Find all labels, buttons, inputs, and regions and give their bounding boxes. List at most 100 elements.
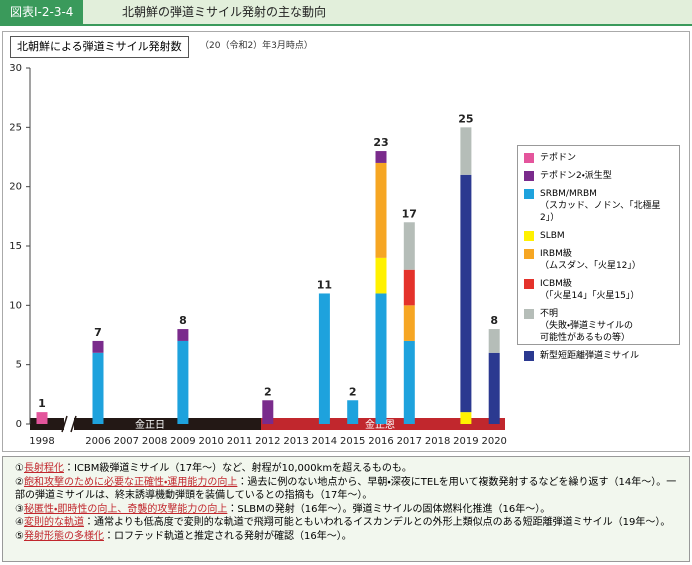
legend-item: 新型短距離弾道ミサイル xyxy=(522,350,675,362)
note: ①長射程化：ICBM級弾道ミサイル（17年～）など、射程が10,000kmを超え… xyxy=(15,462,681,476)
chart-subtitle: （20（令和2）年3月時点） xyxy=(200,41,313,51)
bar-segment xyxy=(488,329,500,353)
bar-segment xyxy=(403,222,415,270)
legend-label: テポドン xyxy=(540,153,577,163)
y-tick-label: 30 xyxy=(9,63,22,74)
chart: 金正日 金正恩 0 5 10 15 20 25 30 1998 1 2006 7 2007 2008 2009… xyxy=(9,63,507,447)
note: ⑤発射形態の多様化：ロフテッド軌道と推定される発射が確認（16年～）。 xyxy=(15,530,681,544)
bar-segment xyxy=(347,400,359,424)
y-tick-label: 20 xyxy=(9,182,22,193)
x-tick-label: 2010 xyxy=(198,436,223,447)
y-tick-label: 25 xyxy=(9,122,22,133)
axis-break xyxy=(64,416,74,432)
legend-label: 不明 （失敗・弾道ミサイルの 可能性があるもの等） xyxy=(540,309,634,343)
legend-item: 不明 （失敗・弾道ミサイルの 可能性があるもの等） xyxy=(522,308,675,344)
legend-swatch xyxy=(524,171,534,181)
legend: テポドンテポドン2・派生型 SRBM/MRBM （スカッド、ノドン、「北極星2」）… xyxy=(517,145,680,361)
legend-item: SLBM xyxy=(522,230,675,242)
x-tick-label: 2019 xyxy=(453,436,478,447)
legend-swatch xyxy=(524,249,534,259)
x-tick-label: 2007 xyxy=(114,436,139,447)
note-marker: ① xyxy=(15,463,24,474)
legend-label: SRBM/MRBM （スカッド、ノドン、「北極星2」） xyxy=(540,189,661,223)
x-tick-label: 2018 xyxy=(425,436,450,447)
total-label: 8 xyxy=(490,314,498,327)
legend-label: テポドン2・派生型 xyxy=(540,171,612,181)
total-label: 23 xyxy=(373,136,388,149)
bar-segment xyxy=(318,293,330,424)
x-tick-label: 2013 xyxy=(283,436,308,447)
legend-swatch xyxy=(524,309,534,319)
bar-segment xyxy=(403,269,415,306)
total-label: 2 xyxy=(349,385,357,398)
legend-label: ICBM級 （「火星14」「火星15」） xyxy=(540,279,640,301)
x-tick-label: 2020 xyxy=(481,436,506,447)
figure-number: 図表Ⅰ-2-3-4 xyxy=(0,0,84,24)
total-label: 25 xyxy=(458,112,473,125)
x-tick-label: 2017 xyxy=(397,436,422,447)
header-title: 北朝鮮の弾道ミサイル発射の主な動向 xyxy=(122,5,327,19)
x-tick-label: 2006 xyxy=(85,436,110,447)
bar-segment xyxy=(177,340,189,424)
bar-segment xyxy=(403,340,415,424)
era-band xyxy=(30,418,261,430)
bar-segment xyxy=(488,352,500,424)
legend-item: IRBM級 （ムスダン、「火星12」） xyxy=(522,248,675,272)
x-tick-label: 2008 xyxy=(142,436,167,447)
note-text: ：SLBMの発射（16年～）。弾道ミサイルの固体燃料化推進（16年～）。 xyxy=(227,503,551,515)
x-tick-label: 2015 xyxy=(340,436,365,447)
note-text: ：ICBM級弾道ミサイル（17年～）など、射程が10,000kmを超えるものも。 xyxy=(63,463,412,474)
chart-frame xyxy=(2,31,690,452)
note-marker: ⑤ xyxy=(15,530,24,542)
bar-segment xyxy=(460,174,472,413)
note-marker: ② xyxy=(15,476,24,488)
note-keyword: 長射程化 xyxy=(23,463,64,474)
bar-segment xyxy=(92,340,104,353)
note: ④変則的な軌道：通常よりも低高度で変則的な軌道で飛翔可能ともいわれるイスカンデル… xyxy=(15,516,681,530)
y-tick-label: 0 xyxy=(16,419,22,430)
chart-title: 北朝鮮による弾道ミサイル発射数 xyxy=(10,36,189,58)
legend-swatch xyxy=(524,189,534,199)
note-keyword: 変則的な軌道 xyxy=(23,517,84,528)
total-label: 7 xyxy=(94,326,102,339)
note: ③秘匿性・即時性の向上、奇襲的攻撃能力の向上：SLBMの発射（16年～）。弾道ミ… xyxy=(15,503,681,517)
y-tick-label: 15 xyxy=(9,241,22,252)
note-keyword: 発射形態の多様化 xyxy=(23,530,104,542)
legend-item: ICBM級 （「火星14」「火星15」） xyxy=(522,278,675,302)
notes: ①長射程化：ICBM級弾道ミサイル（17年～）など、射程が10,000kmを超え… xyxy=(2,456,690,562)
total-label: 2 xyxy=(264,385,272,398)
total-label: 1 xyxy=(38,397,46,410)
legend-item: SRBM/MRBM （スカッド、ノドン、「北極星2」） xyxy=(522,188,675,224)
legend-label: IRBM級 （ムスダン、「火星12」） xyxy=(540,249,641,271)
note-marker: ③ xyxy=(15,503,24,515)
x-tick-label: 2009 xyxy=(170,436,195,447)
x-tick-label: 2011 xyxy=(227,436,252,447)
x-tick-label: 2014 xyxy=(312,436,337,447)
legend-swatch xyxy=(524,153,534,163)
x-tick-label: 2016 xyxy=(368,436,393,447)
note-keyword: 飽和攻撃のために必要な正確性・運用能力の向上 xyxy=(23,476,238,488)
bar-segment xyxy=(36,412,48,424)
legend-item: テポドン2・派生型 xyxy=(522,170,675,182)
note-text: ：ロフテッド軌道と推定される発射が確認（16年～）。 xyxy=(103,530,352,542)
total-label: 11 xyxy=(317,278,332,291)
era-label: 金正日 xyxy=(135,418,165,431)
y-tick-label: 5 xyxy=(16,360,22,371)
bar-segment xyxy=(262,400,274,424)
legend-swatch xyxy=(524,351,534,361)
bar-segment xyxy=(177,329,189,341)
note-text: ：通常よりも低高度で変則的な軌道で飛翔可能ともいわれるイスカンデルとの外形上類似… xyxy=(83,517,671,528)
era-label: 金正恩 xyxy=(365,418,395,431)
legend-label: 新型短距離弾道ミサイル xyxy=(540,351,640,361)
bar-segment xyxy=(460,127,472,175)
y-tick-label: 10 xyxy=(9,300,22,311)
bar-segment xyxy=(375,151,387,163)
header-bar: 図表Ⅰ-2-3-4 北朝鮮の弾道ミサイル発射の主な動向 xyxy=(0,0,692,26)
x-tick-label: 2012 xyxy=(255,436,280,447)
x-tick-label: 1998 xyxy=(29,436,54,447)
total-label: 8 xyxy=(179,314,187,327)
note-marker: ④ xyxy=(15,517,24,528)
note-text: ：過去に例のない地点から、早朝・深夜にTELを用いて複数発射するなどを繰り返す（… xyxy=(15,476,677,502)
legend-label: SLBM xyxy=(540,231,565,241)
